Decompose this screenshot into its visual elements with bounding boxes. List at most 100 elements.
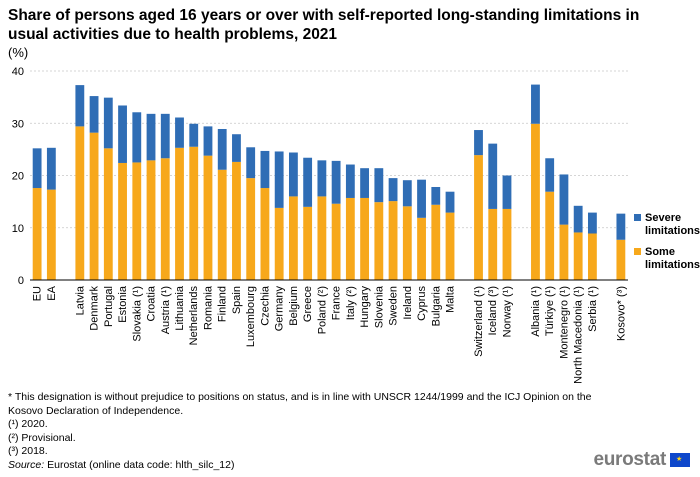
bar-some-limitations: [274, 207, 284, 280]
x-tick-label: Norway (¹): [501, 286, 513, 337]
bar-some-limitations: [175, 147, 184, 280]
y-tick-label: 40: [12, 66, 24, 78]
bar-severe-limitations: [288, 152, 298, 197]
unit-label: (%): [8, 45, 29, 60]
x-tick-label: Greece: [302, 286, 314, 322]
bar-some-limitations: [502, 208, 512, 280]
bar-severe-limitations: [274, 151, 284, 208]
x-tick-label: France: [331, 286, 343, 320]
bars: [32, 84, 626, 281]
x-tick-label: Croatia: [146, 285, 158, 321]
bar-some-limitations: [474, 155, 483, 280]
footnotes: * This designation is without prejudice …: [8, 391, 608, 472]
x-tick-label: Kosovo* (³): [615, 286, 627, 341]
y-tick-labels: 0 10 20 30 40: [12, 66, 24, 287]
source-line: Source: Eurostat (online data code: hlth…: [8, 459, 608, 473]
bar-severe-limitations: [417, 179, 426, 218]
bar-some-limitations: [587, 233, 597, 280]
x-tick-label: Estonia: [117, 285, 129, 323]
bar-some-limitations: [417, 217, 426, 280]
bar-some-limitations: [616, 239, 626, 280]
bar-some-limitations: [32, 188, 42, 280]
bar-severe-limitations: [160, 113, 170, 159]
bar-severe-limitations: [246, 147, 256, 179]
bar-some-limitations: [573, 232, 583, 280]
bar-severe-limitations: [232, 134, 241, 162]
x-tick-label: Latvia: [74, 285, 86, 315]
bar-some-limitations: [260, 188, 270, 280]
legend: Severe limitations Some limitations: [634, 212, 700, 271]
x-tick-label: Bulgaria: [430, 285, 442, 326]
footnote-2018: (³) 2018.: [8, 445, 48, 457]
x-tick-label: EU: [32, 286, 44, 301]
bar-severe-limitations: [388, 178, 398, 202]
bar-some-limitations: [232, 161, 241, 280]
bar-some-limitations: [217, 169, 227, 280]
x-tick-label: EA: [46, 285, 58, 300]
bar-severe-limitations: [445, 191, 455, 213]
bar-severe-limitations: [474, 130, 483, 156]
bar-some-limitations: [246, 178, 256, 280]
x-tick-label: Czechia: [259, 285, 271, 326]
x-tick-label: Malta: [445, 285, 457, 313]
eurostat-logo: eurostat: [593, 449, 690, 471]
bar-severe-limitations: [374, 168, 384, 203]
bar-some-limitations: [118, 162, 127, 280]
source-label: Source:: [8, 458, 45, 471]
x-tick-label: Italy (²): [345, 286, 357, 320]
x-tick-label: Poland (²): [316, 286, 328, 334]
y-tick-label: 20: [12, 171, 24, 183]
bar-severe-limitations: [331, 160, 341, 204]
bar-severe-limitations: [587, 212, 597, 234]
bar-some-limitations: [317, 196, 327, 280]
bar-severe-limitations: [545, 158, 555, 192]
x-tick-label: Spain: [231, 286, 243, 314]
x-tick-label: Switzerland (¹): [473, 286, 485, 357]
bar-severe-limitations: [303, 157, 313, 207]
x-tick-label: Germany: [274, 286, 286, 332]
x-tick-label: Montenegro (¹): [558, 286, 570, 359]
bar-some-limitations: [431, 204, 441, 280]
bar-some-limitations: [132, 162, 142, 280]
bar-some-limitations: [445, 212, 455, 280]
bar-severe-limitations: [217, 128, 227, 170]
x-category-labels: EU EA Latvia Denmark Portugal Estonia Slovakia…: [32, 285, 628, 384]
bar-some-limitations: [46, 189, 56, 280]
bar-some-limitations: [488, 208, 498, 280]
bar-some-limitations: [160, 158, 170, 280]
bar-some-limitations: [388, 201, 398, 280]
bar-severe-limitations: [89, 96, 99, 133]
bar-some-limitations: [189, 146, 199, 280]
bar-some-limitations: [345, 197, 355, 280]
bar-some-limitations: [374, 202, 384, 280]
y-tick-label: 0: [18, 275, 24, 287]
x-tick-label: Cyprus: [416, 286, 428, 321]
footnote-2020: (¹) 2020.: [8, 418, 48, 430]
x-tick-label: Albania (¹): [530, 286, 542, 337]
bar-severe-limitations: [175, 117, 184, 148]
bar-severe-limitations: [75, 85, 85, 127]
bar-severe-limitations: [118, 105, 127, 163]
x-tick-label: Iceland (³): [487, 286, 499, 336]
x-tick-label: Ireland: [402, 286, 414, 320]
x-tick-label: Hungary: [359, 286, 371, 328]
x-tick-label: Luxembourg: [245, 286, 257, 347]
footnote-kosovo: * This designation is without prejudice …: [8, 391, 592, 417]
bar-severe-limitations: [189, 123, 199, 147]
legend-some-swatch: [634, 248, 641, 255]
x-tick-label: Denmark: [89, 286, 101, 331]
bar-severe-limitations: [559, 174, 569, 225]
bar-severe-limitations: [402, 180, 412, 207]
x-tick-label: Sweden: [388, 286, 400, 326]
x-tick-label: Türkiye (¹): [544, 286, 556, 336]
bar-some-limitations: [288, 196, 298, 280]
bar-some-limitations: [360, 197, 370, 280]
bar-some-limitations: [559, 224, 569, 280]
y-tick-label: 10: [12, 223, 24, 235]
bar-some-limitations: [331, 203, 341, 280]
x-tick-label: Lithuania: [174, 285, 186, 331]
bar-severe-limitations: [488, 143, 498, 209]
bar-severe-limitations: [132, 112, 142, 163]
chart-title: Share of persons aged 16 years or over w…: [8, 7, 640, 43]
legend-severe-label: Severe limitations: [645, 212, 700, 237]
